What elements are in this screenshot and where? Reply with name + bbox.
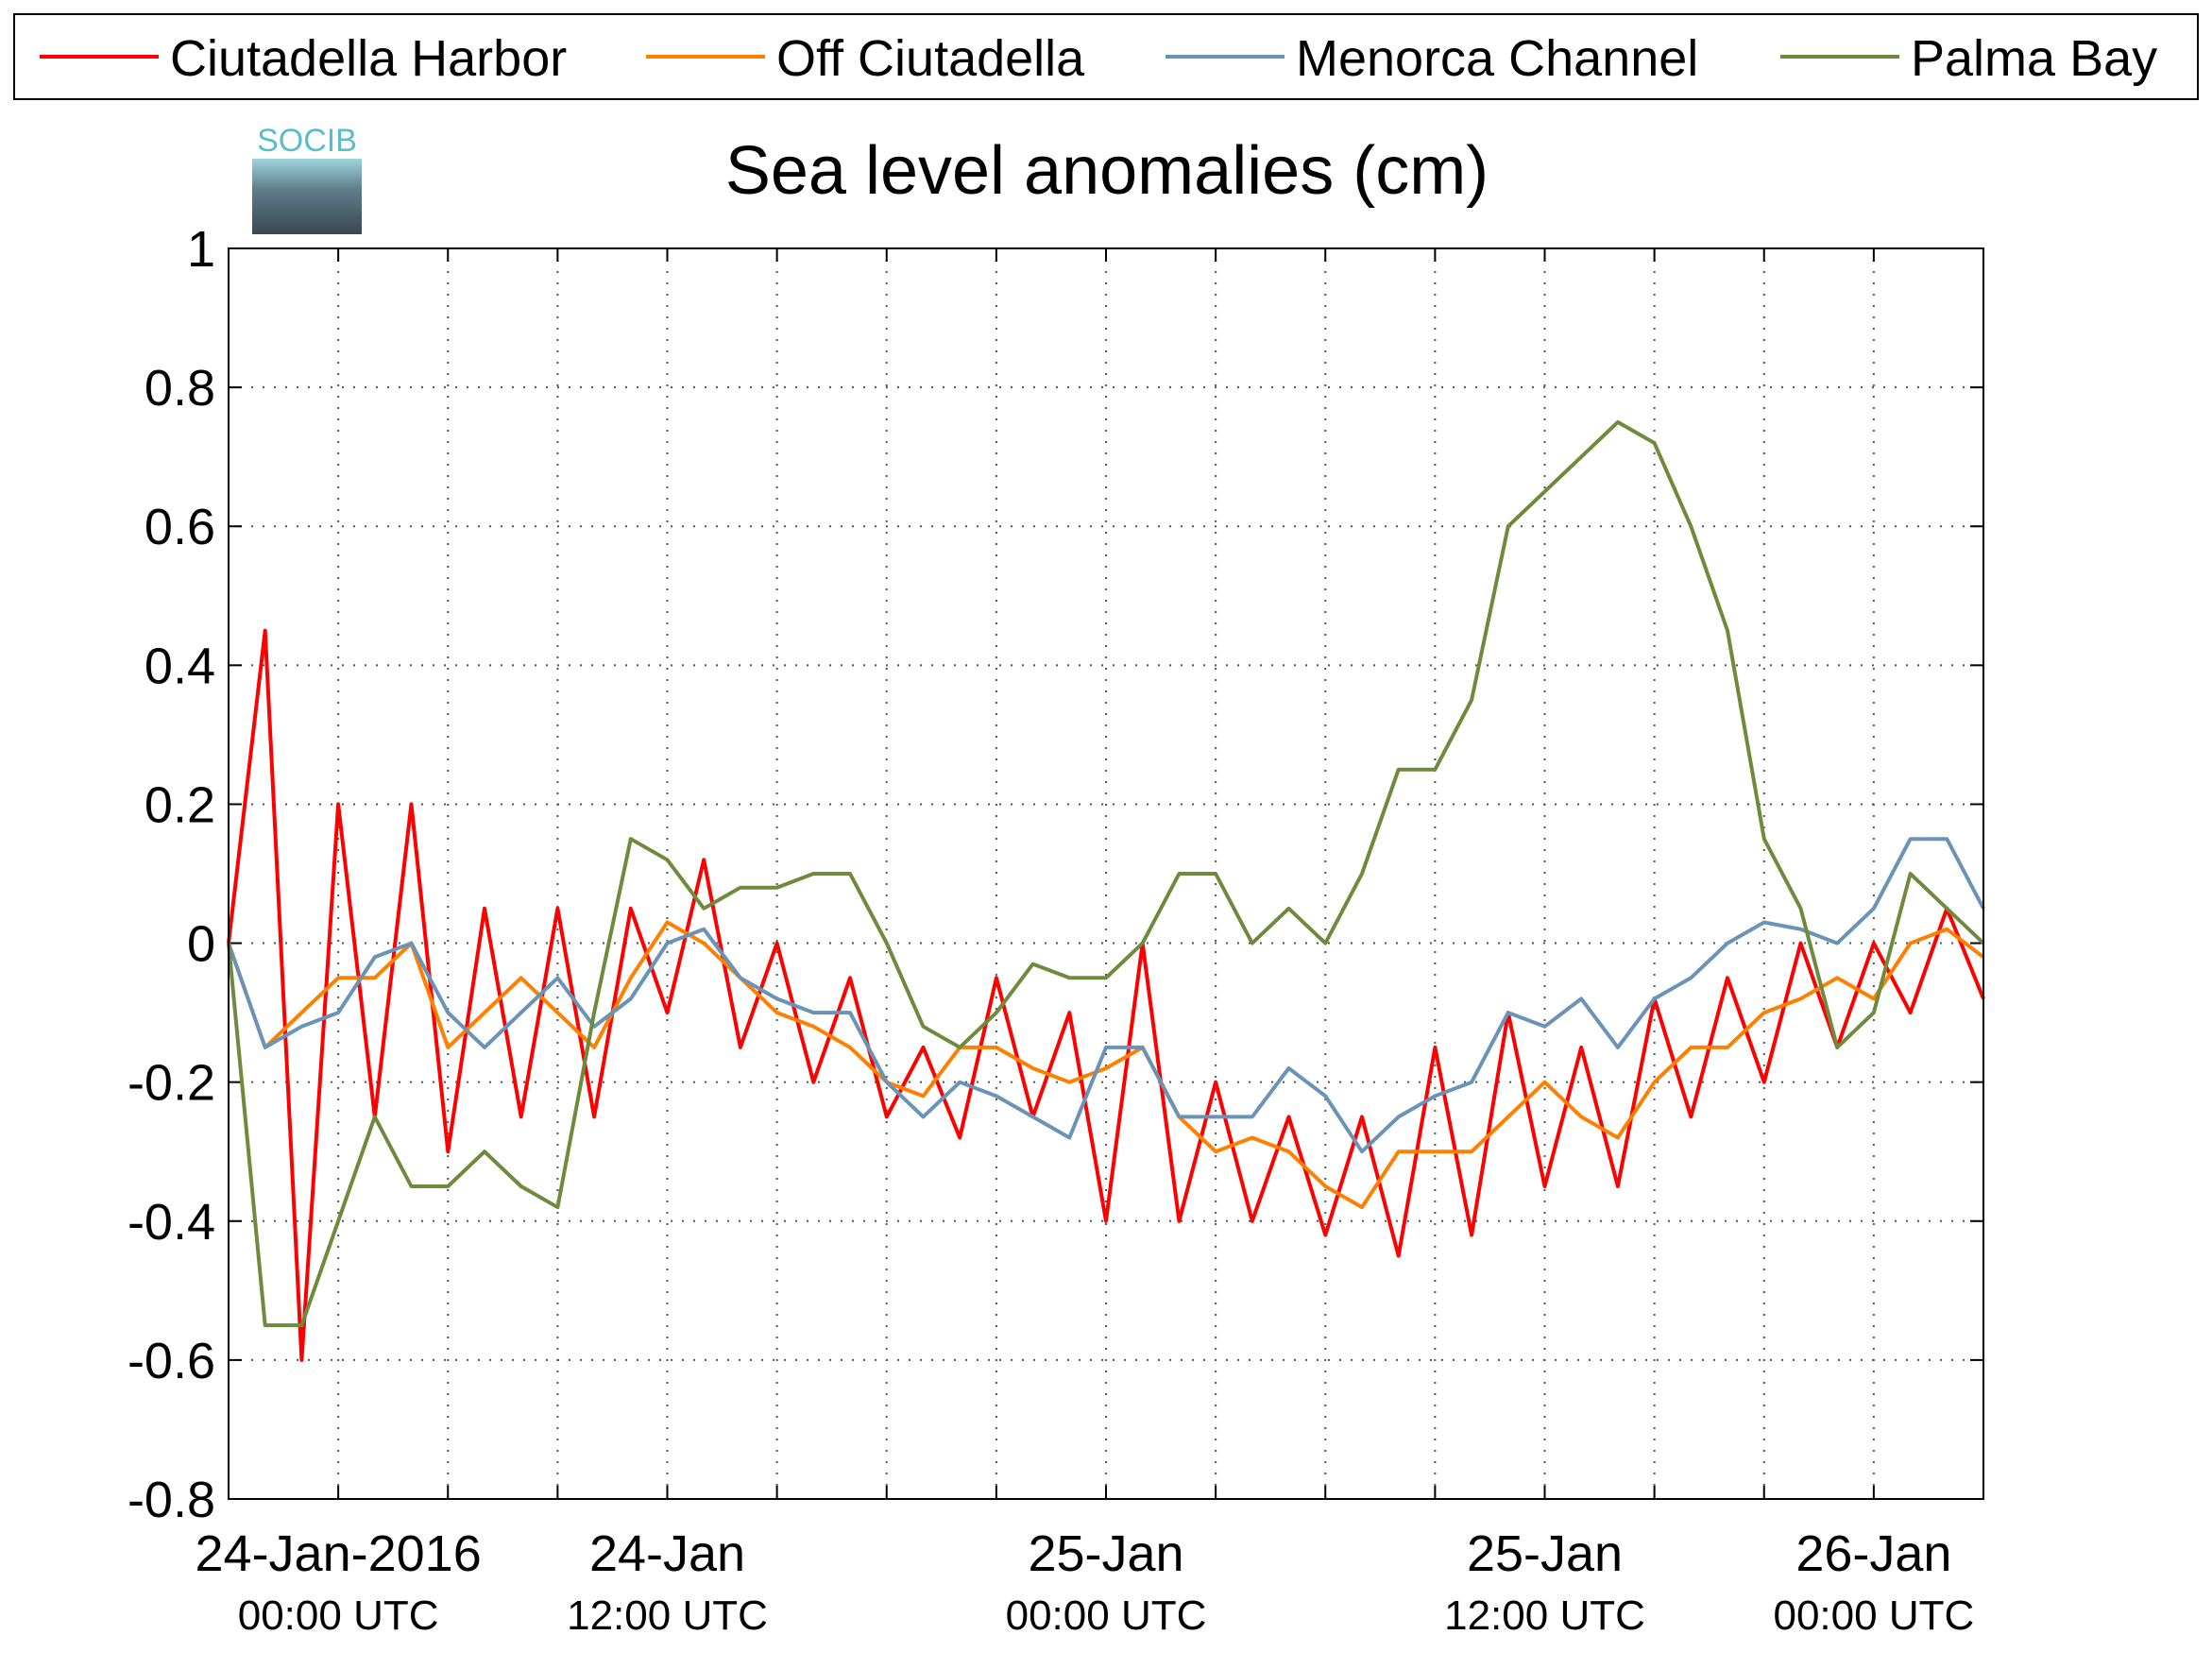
y-tick-label: 0.6 <box>145 499 215 555</box>
series-line <box>227 837 1985 1154</box>
series-line <box>227 628 1985 1362</box>
y-tick-label: -0.8 <box>128 1472 215 1528</box>
logo-text: SOCIB <box>257 123 357 159</box>
y-tick-label: 1 <box>187 221 215 278</box>
y-tick-label: 0.4 <box>145 638 215 694</box>
x-tick-label: 25-Jan 12:00 UTC <box>1444 1525 1645 1639</box>
x-tick-label: 26-Jan 00:00 UTC <box>1773 1525 1974 1639</box>
y-tick-label: 0.8 <box>145 360 215 417</box>
y-tick-label: 0.2 <box>145 776 215 833</box>
series-line <box>227 419 1985 1328</box>
logo-image <box>252 159 362 234</box>
legend-label: Ciutadella Harbor <box>170 30 567 87</box>
y-tick-label: 0 <box>187 916 215 973</box>
y-tick-label: -0.2 <box>128 1055 215 1112</box>
legend-label: Palma Bay <box>1911 30 2157 87</box>
y-tick-label: -0.6 <box>128 1333 215 1389</box>
x-tick-label: 25-Jan 00:00 UTC <box>1006 1525 1207 1639</box>
chart-title: Sea level anomalies (cm) <box>725 133 1489 209</box>
series-line <box>227 920 1985 1210</box>
legend-label: Menorca Channel <box>1296 30 1698 87</box>
x-tick-label: 24-Jan 12:00 UTC <box>567 1525 768 1639</box>
y-tick-label: -0.4 <box>128 1194 215 1251</box>
plot-frame <box>228 247 1984 1500</box>
legend-label: Off Ciutadella <box>776 30 1085 87</box>
logo: SOCIB <box>252 123 362 234</box>
x-tick-label: 24-Jan-2016 00:00 UTC <box>196 1525 482 1639</box>
